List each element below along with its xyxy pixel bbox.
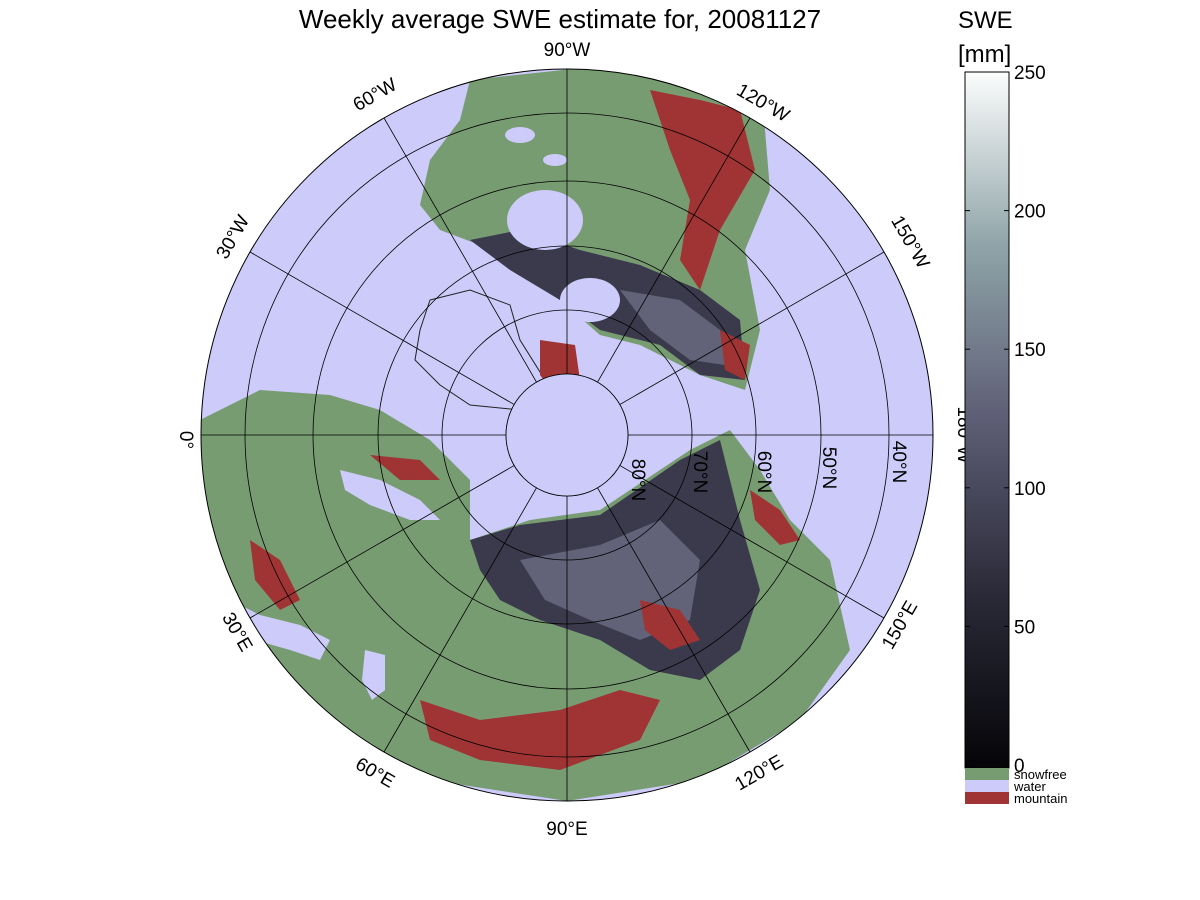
category-swatch-water	[965, 780, 1009, 792]
colorbar-tick-label: 0	[1014, 756, 1025, 777]
latitude-labels: 80°N 70°N 60°N 50°N 40°N	[627, 441, 909, 501]
colorbar-tick-label: 250	[1014, 63, 1046, 84]
colorbar-tick-label: 200	[1014, 202, 1046, 223]
lat-label-60n: 60°N	[753, 451, 774, 493]
map-border	[200, 68, 934, 802]
colorbar-label-line2: [mm]	[958, 41, 1012, 68]
category-label-mountain: mountain	[1014, 791, 1067, 806]
lat-label-50n: 50°N	[818, 447, 839, 489]
snow-cover-north-america-inner	[620, 290, 725, 365]
category-label-snowfree: snowfree	[1014, 767, 1067, 782]
lakes	[505, 127, 620, 322]
lat-label-80n: 80°N	[627, 459, 648, 501]
lat-label-70n: 70°N	[689, 451, 710, 493]
colorbar-ticks: 0 50 100 150 200 250	[965, 63, 1046, 777]
pole-hole	[505, 373, 629, 497]
lat-label-40n: 40°N	[888, 441, 909, 483]
colorbar-tick-label: 150	[1014, 340, 1046, 361]
lon-label-0: 0°	[175, 431, 196, 449]
mountain-areas	[250, 90, 800, 770]
lon-label-60e: 60°E	[352, 754, 398, 793]
lon-label-90e: 90°E	[546, 819, 587, 840]
category-swatch-mountain	[965, 792, 1009, 804]
colorbar-tick-label: 50	[1014, 617, 1035, 638]
baltic-sea	[340, 470, 440, 520]
map-disk	[201, 69, 933, 801]
colorbar-label-line1: SWE	[958, 7, 1013, 34]
colorbar-title: SWE [mm]	[958, 4, 1013, 72]
category-label-water: water	[1013, 779, 1046, 794]
colorbar-tick-label: 100	[1014, 479, 1046, 500]
lon-label-60w: 60°W	[350, 74, 401, 116]
lon-label-90w: 90°W	[544, 40, 591, 61]
lon-label-150w: 150°W	[886, 212, 933, 272]
category-swatch-snowfree	[965, 768, 1009, 780]
caspian-sea	[362, 650, 385, 700]
colorbar-gradient	[964, 71, 1010, 769]
map-title: Weekly average SWE estimate for, 2008112…	[298, 4, 822, 34]
